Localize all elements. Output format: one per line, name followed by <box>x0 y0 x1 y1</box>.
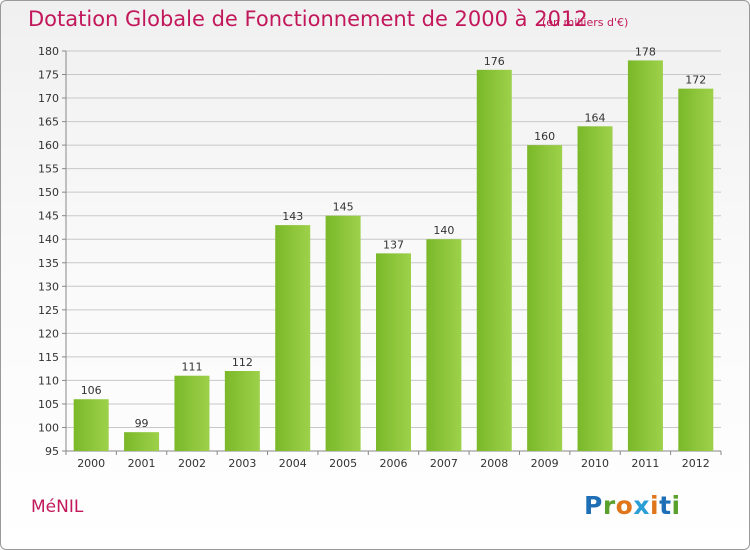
data-label-2012: 172 <box>685 74 706 87</box>
logo-letter: x <box>633 491 650 520</box>
x-tick-label: 2007 <box>430 457 458 470</box>
bar-2011 <box>627 60 663 451</box>
x-tick-label: 2002 <box>178 457 206 470</box>
bar-2009 <box>527 145 563 451</box>
x-tick-label: 2004 <box>279 457 307 470</box>
bar-2003 <box>224 371 260 451</box>
proxiti-logo[interactable]: Proxiti <box>584 491 681 520</box>
bar-2005 <box>325 215 361 451</box>
bar-2006 <box>376 253 411 451</box>
y-tick-label: 120 <box>38 327 59 340</box>
logo-letter: r <box>602 491 616 520</box>
data-label-2006: 137 <box>383 238 404 251</box>
x-tick-label: 2012 <box>682 457 710 470</box>
bar-2007 <box>426 239 462 451</box>
bar-2000 <box>73 399 109 451</box>
y-tick-label: 165 <box>38 116 59 129</box>
bar-2004 <box>275 225 311 451</box>
data-label-2000: 106 <box>81 384 102 397</box>
x-tick-label: 2008 <box>480 457 508 470</box>
data-labels: 106 99 111 112 143 145 137 140 176 160 164 178 172 <box>81 45 707 430</box>
data-label-2011: 178 <box>635 45 656 58</box>
logo-letter: i <box>671 491 681 520</box>
y-tick-label: 150 <box>38 186 59 199</box>
y-tick-label: 140 <box>38 233 59 246</box>
logo-letter: t <box>659 491 672 520</box>
y-tick-label: 115 <box>38 351 59 364</box>
data-label-2003: 112 <box>232 356 253 369</box>
x-tick-label: 2010 <box>581 457 609 470</box>
y-tick-label: 100 <box>38 421 59 434</box>
bars <box>73 60 714 451</box>
logo-letter: o <box>615 491 634 520</box>
data-label-2004: 143 <box>282 210 303 223</box>
x-tick-label: 2005 <box>329 457 357 470</box>
logo-letter: P <box>584 491 603 520</box>
data-label-2008: 176 <box>484 55 505 68</box>
y-tick-label: 130 <box>38 280 59 293</box>
x-tick-label: 2011 <box>631 457 659 470</box>
y-tick-label: 170 <box>38 92 59 105</box>
logo-letter: i <box>650 491 660 520</box>
bar-2001 <box>124 432 160 451</box>
y-tick-label: 180 <box>38 45 59 58</box>
bar-2008 <box>476 69 512 451</box>
y-tick-label: 110 <box>38 374 59 387</box>
data-label-2005: 145 <box>333 201 354 214</box>
x-tick-label: 2000 <box>77 457 105 470</box>
y-tick-label: 105 <box>38 398 59 411</box>
data-label-2009: 160 <box>534 130 555 143</box>
data-label-2007: 140 <box>433 224 454 237</box>
y-tick-label: 160 <box>38 139 59 152</box>
x-tick-label: 2006 <box>380 457 408 470</box>
bar-2010 <box>577 126 613 451</box>
y-tick-label: 125 <box>38 304 59 317</box>
commune-name: MéNIL <box>31 497 84 517</box>
y-tick-label: 95 <box>45 445 59 458</box>
data-label-2002: 111 <box>181 361 202 374</box>
x-tick-label: 2001 <box>128 457 156 470</box>
bar-2012 <box>678 88 714 451</box>
y-tick-label: 145 <box>38 210 59 223</box>
y-tick-label: 135 <box>38 257 59 270</box>
y-tick-label: 175 <box>38 69 59 82</box>
y-tick-label: 155 <box>38 163 59 176</box>
chart-title: Dotation Globale de Fonctionnement de 20… <box>28 7 588 31</box>
chart-subtitle: (en milliers d'€) <box>542 16 629 29</box>
data-label-2010: 164 <box>585 111 606 124</box>
bar-2002 <box>174 375 210 451</box>
x-tick-label: 2009 <box>531 457 559 470</box>
data-label-2001: 99 <box>135 417 149 430</box>
x-tick-label: 2003 <box>228 457 256 470</box>
